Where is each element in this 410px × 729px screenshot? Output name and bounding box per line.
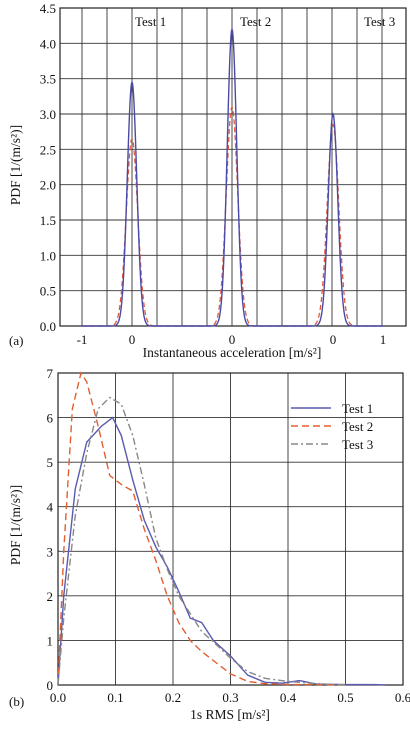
panel-b-label: (b): [9, 694, 24, 709]
panel-b-frame: [57, 372, 404, 686]
panel-b-ylabel: PDF [1/(m/s²)]: [8, 485, 23, 565]
panel-a-xtick: 1: [380, 332, 387, 347]
section-label-test1: Test 1: [135, 14, 166, 29]
panel-b-xlabel: 1s RMS [m/s²]: [190, 707, 270, 722]
panel-b-legend-label: Test 1: [342, 401, 373, 416]
panel-b-ytick: 4: [47, 500, 54, 515]
section-label-test2: Test 2: [240, 14, 271, 29]
panel-a-ytick: 2.5: [40, 142, 56, 157]
section-label-test3: Test 3: [364, 14, 395, 29]
panel-b-legend-label: Test 2: [342, 419, 373, 434]
panel-a-ytick: 1.0: [40, 248, 56, 263]
panel-b-series-3-line: [57, 396, 346, 686]
panel-a-ylabel: PDF [1/(m/s²)]: [8, 125, 23, 205]
panel-a-label: (a): [9, 333, 23, 348]
panel-b-legend-label: Test 3: [342, 437, 373, 452]
panel-a-xtick: -1: [77, 332, 88, 347]
panel-b-xtick: 0.5: [337, 690, 353, 705]
panel-a-ytick: 2.0: [40, 178, 56, 193]
panel-a-ytick: 3.5: [40, 72, 56, 87]
panel-a-solid-curve: [82, 80, 182, 327]
panel-a-ytick: 1.5: [40, 213, 56, 228]
panel-b-xtick: 0.0: [50, 690, 66, 705]
panel-a-frame: [59, 7, 407, 327]
panel-b-ytick: 5: [47, 455, 54, 470]
panel-a-dashed-curve: [283, 123, 383, 327]
panel-a-solid-curve: [283, 112, 383, 327]
panel-b-ytick: 1: [47, 633, 54, 648]
panel-b-xtick: 0.6: [395, 690, 410, 705]
panel-a-xtick: 0: [330, 332, 337, 347]
panel-b-xtick: 0.1: [107, 690, 123, 705]
panel-a-xtick: 0: [229, 332, 236, 347]
panel-b-xtick: 0.4: [280, 690, 297, 705]
panel-b-ytick: 0: [47, 678, 54, 693]
panel-a-xlabel: Instantaneous acceleration [m/s²]: [143, 345, 322, 360]
panel-b-ytick: 2: [47, 589, 54, 604]
panel-b-xtick: 0.2: [165, 690, 181, 705]
panel-a-ytick: 3.0: [40, 107, 56, 122]
panel-b-xtick: 0.3: [222, 690, 238, 705]
panel-b-ytick: 6: [47, 411, 54, 426]
panel-a-ytick: 0.5: [40, 284, 56, 299]
panel-a-xtick: 0: [129, 332, 136, 347]
panel-a-ytick: 4.0: [40, 36, 56, 51]
panel-b-series-2-line: [57, 371, 346, 686]
panel-a-ytick: 4.5: [40, 1, 56, 16]
panel-a-ytick: 0.0: [40, 319, 56, 334]
panel-a-solid-curve: [182, 26, 282, 327]
panel-b-ytick: 7: [47, 366, 54, 381]
panel-b-ytick: 3: [47, 544, 54, 559]
